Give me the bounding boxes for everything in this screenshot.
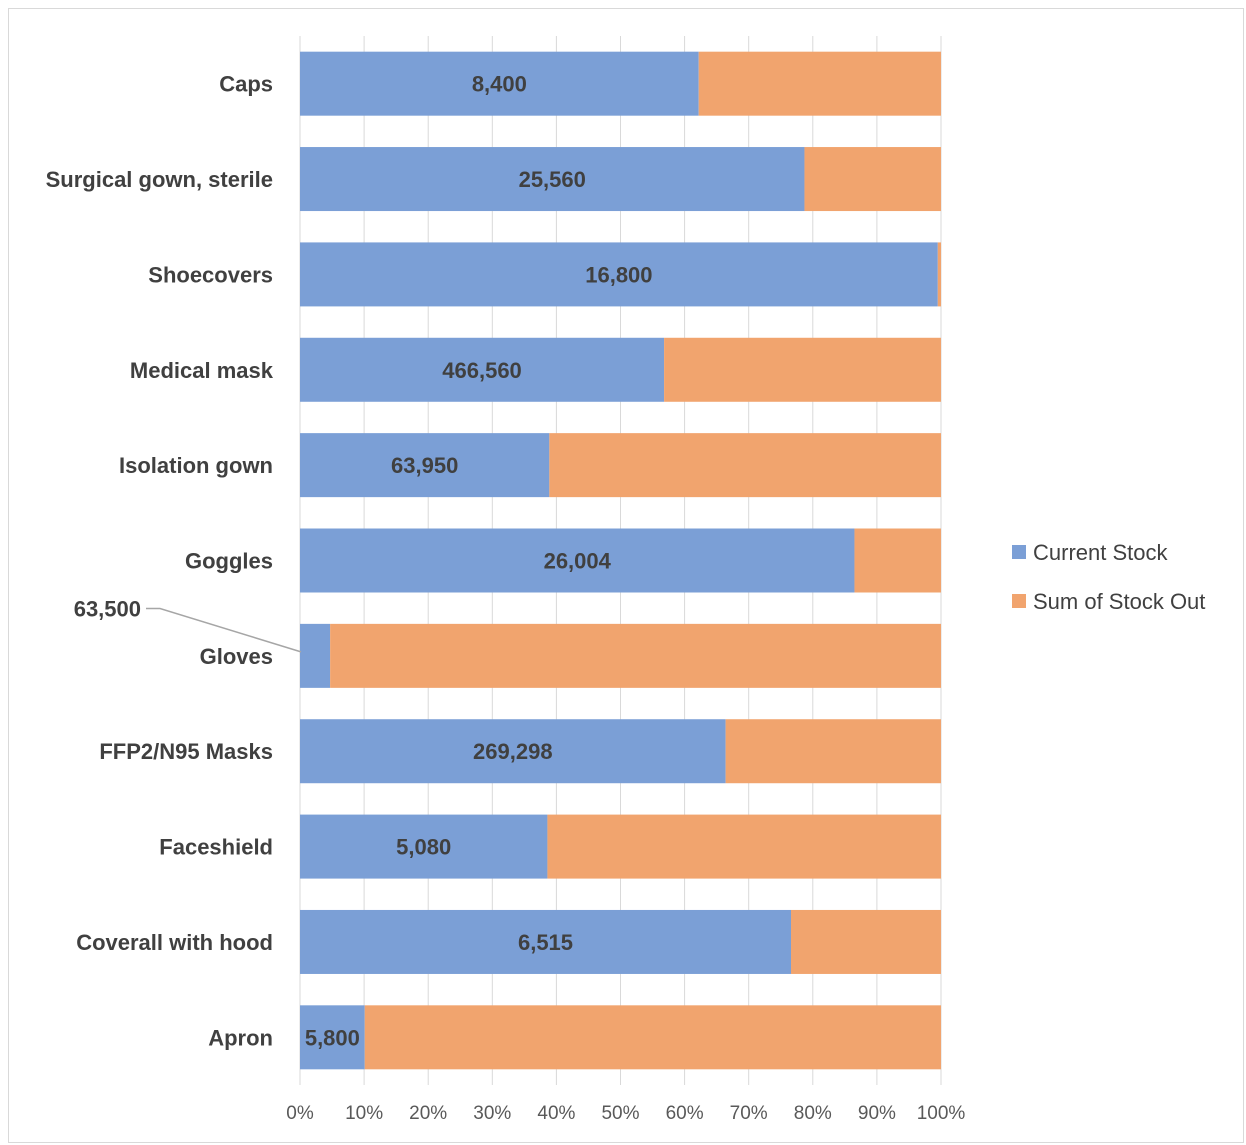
data-label: 269,298: [473, 739, 553, 764]
bar-stock-out-caps: [698, 51, 941, 116]
x-tick-label: 80%: [794, 1103, 832, 1124]
data-label: 466,560: [442, 358, 522, 383]
x-tick-label: 40%: [537, 1103, 575, 1124]
bar-stock-out-coverall-with-hood: [791, 909, 941, 974]
category-label: Isolation gown: [119, 453, 273, 478]
bar-current-stock-goggles: [300, 528, 855, 593]
data-label: 63,950: [391, 453, 458, 478]
bar-current-stock-gloves: [300, 623, 331, 688]
data-label: 8,400: [472, 72, 527, 97]
bar-current-stock-isolation-gown: [300, 433, 550, 498]
data-label: 5,080: [396, 835, 451, 860]
bar-current-stock-surgical-gown-sterile: [300, 147, 805, 212]
x-axis-ticks: 0% 10% 20% 30% 40% 50% 60% 70% 80% 90% 100%: [286, 1103, 965, 1124]
x-tick-label: 30%: [473, 1103, 511, 1124]
data-label: 5,800: [305, 1025, 360, 1050]
legend-label-sum-of-stock-out: Sum of Stock Out: [1033, 589, 1205, 614]
bar-stock-out-isolation-gown: [549, 433, 941, 498]
bars: [300, 51, 942, 1070]
x-tick-label: 20%: [409, 1103, 447, 1124]
chart-frame: [8, 8, 1244, 1143]
category-label: Apron: [208, 1025, 273, 1050]
data-labels: 8,400 25,560 16,800 466,560 63,950 26,004 63,5…: [74, 72, 653, 1051]
category-label: Medical mask: [130, 358, 274, 383]
legend-swatch-sum-of-stock-out: [1012, 594, 1026, 608]
x-tick-label: 50%: [601, 1103, 639, 1124]
category-label: Surgical gown, sterile: [46, 167, 273, 192]
category-label: Goggles: [185, 549, 273, 574]
bar-current-stock-ffp2-n95-masks: [300, 719, 726, 784]
category-label: Caps: [219, 72, 273, 97]
data-label: 63,500: [74, 597, 141, 622]
bar-stock-out-gloves: [330, 623, 941, 688]
category-label: Faceshield: [159, 835, 273, 860]
category-label: Coverall with hood: [76, 930, 273, 955]
bar-stock-out-faceshield: [547, 814, 941, 879]
bar-stock-out-surgical-gown-sterile: [804, 147, 941, 212]
bar-stock-out-shoecovers: [937, 242, 941, 307]
data-label: 16,800: [585, 262, 652, 287]
bar-current-stock-caps: [300, 51, 699, 116]
bar-current-stock-shoecovers: [300, 242, 938, 307]
bar-stock-out-apron: [364, 1005, 942, 1070]
x-tick-label: 10%: [345, 1103, 383, 1124]
x-tick-label: 60%: [666, 1103, 704, 1124]
data-label: 6,515: [518, 930, 573, 955]
bar-current-stock-faceshield: [300, 814, 548, 879]
x-tick-label: 100%: [917, 1103, 966, 1124]
bar-current-stock-coverall-with-hood: [300, 909, 792, 974]
bar-stock-out-goggles: [854, 528, 941, 593]
data-label: 25,560: [519, 167, 586, 192]
category-labels: Caps Surgical gown, sterile Shoecovers Medi…: [46, 72, 274, 1051]
x-tick-label: 90%: [858, 1103, 896, 1124]
category-label: FFP2/N95 Masks: [99, 739, 273, 764]
bar-stock-out-medical-mask: [664, 337, 941, 402]
legend-label-current-stock: Current Stock: [1033, 540, 1168, 565]
bar-stock-out-ffp2-n95-masks: [725, 719, 941, 784]
callout-leader-line: [146, 607, 302, 653]
bar-current-stock-apron: [300, 1005, 365, 1070]
x-tick-label: 70%: [730, 1103, 768, 1124]
legend-swatch-current-stock: [1012, 545, 1026, 559]
data-label: 26,004: [544, 549, 612, 574]
x-tick-label: 0%: [286, 1103, 314, 1124]
bar-current-stock-medical-mask: [300, 337, 665, 402]
legend: Current Stock Sum of Stock Out: [1012, 540, 1205, 614]
category-label: Shoecovers: [148, 262, 273, 287]
category-label: Gloves: [200, 644, 273, 669]
